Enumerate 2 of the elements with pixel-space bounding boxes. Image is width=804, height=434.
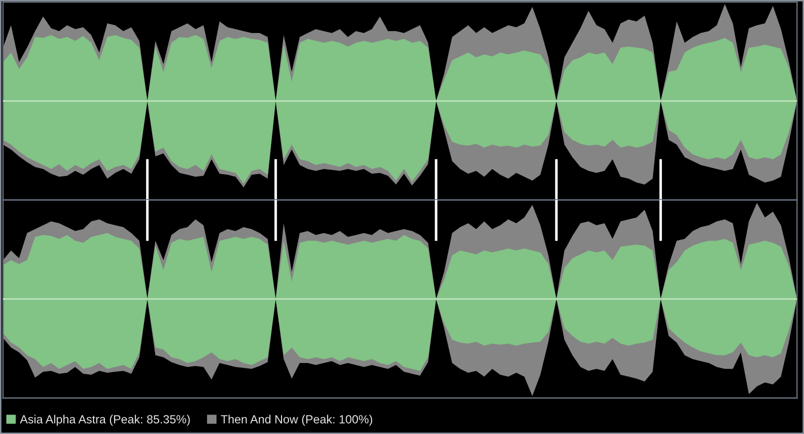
legend-label: Then And Now (Peak: 100%) [220, 414, 372, 426]
legend-label: Asia Alpha Astra (Peak: 85.35%) [20, 414, 190, 426]
